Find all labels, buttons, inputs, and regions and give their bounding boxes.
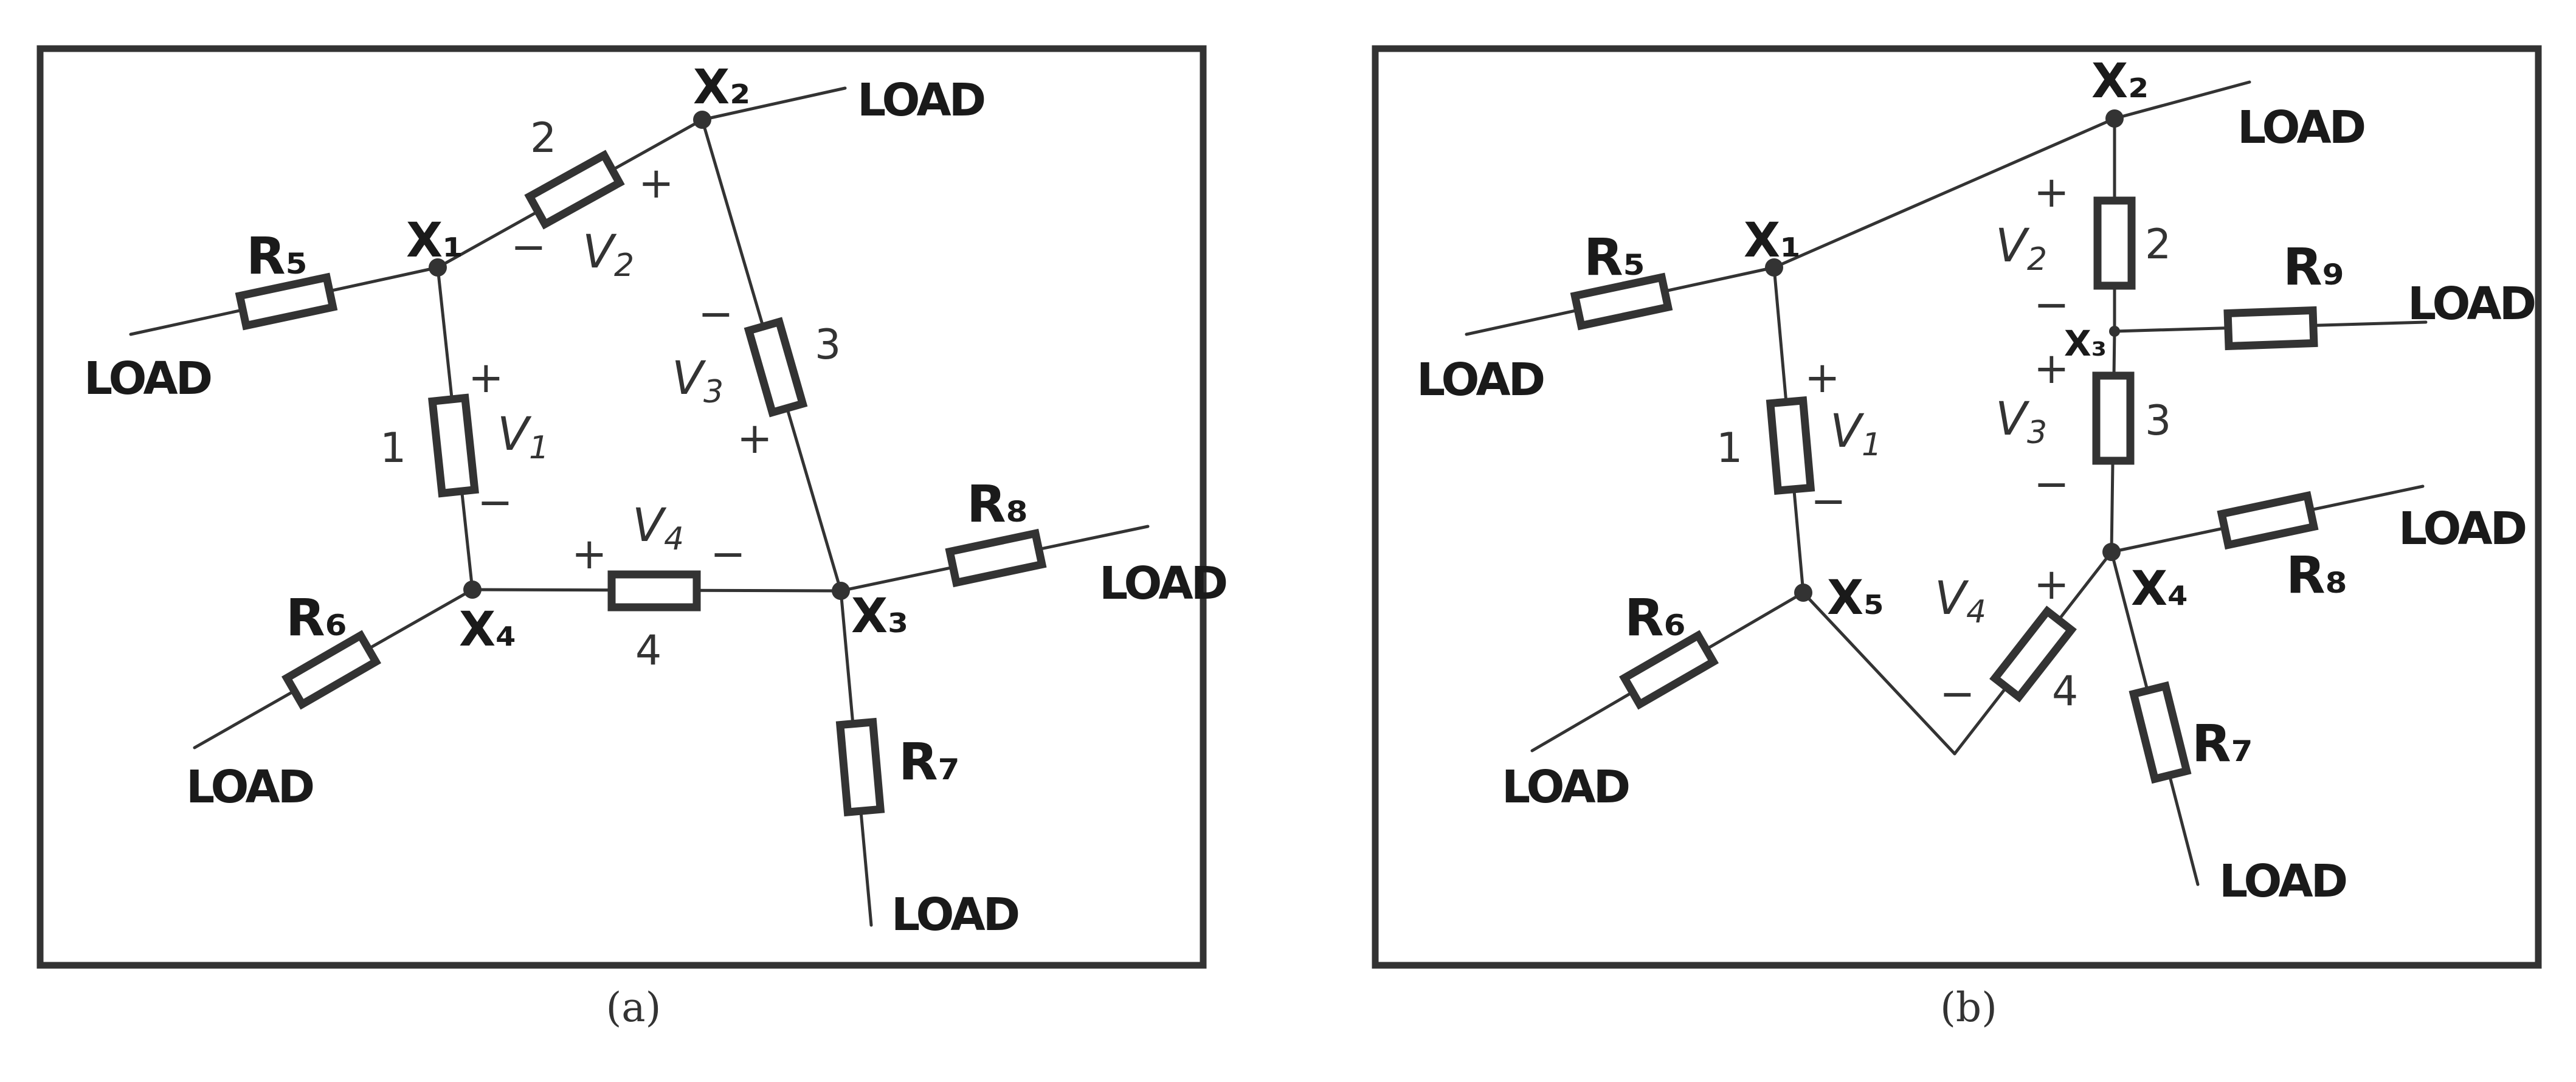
resistor-r9-label: R₉ bbox=[2283, 237, 2344, 297]
load-label-bottom-left: LOAD bbox=[186, 761, 313, 813]
resistor-r7 bbox=[2129, 681, 2192, 784]
v3-minus-sign: − bbox=[698, 289, 734, 339]
panel-a-caption: (a) bbox=[606, 984, 661, 1031]
v1-minus-sign: − bbox=[1811, 476, 1846, 526]
load-label-bottom-left: LOAD bbox=[1502, 761, 1629, 813]
resistor-r6 bbox=[281, 630, 382, 710]
wire-x5-bend bbox=[1801, 591, 1956, 756]
load-label-right: LOAD bbox=[1099, 557, 1226, 610]
voltage-v1-label: V1 bbox=[1830, 404, 1882, 463]
resistor-4 bbox=[607, 570, 701, 612]
wire-x2-load bbox=[2113, 80, 2251, 120]
load-label-bottom: LOAD bbox=[891, 889, 1018, 941]
resistor-r8-label: R₈ bbox=[967, 474, 1028, 534]
load-label-bottom: LOAD bbox=[2219, 855, 2346, 908]
panel-b-caption: (b) bbox=[1940, 984, 1997, 1031]
resistor-4 bbox=[1989, 605, 2077, 703]
v3-plus-sign: + bbox=[737, 413, 773, 463]
v3-plus-sign: + bbox=[2034, 343, 2070, 393]
element-4-number: 4 bbox=[635, 627, 661, 675]
voltage-v3-label: V3 bbox=[1995, 391, 2047, 451]
voltage-v1-label: V1 bbox=[497, 407, 549, 466]
node-x1-label: X₁ bbox=[406, 213, 463, 268]
v1-minus-sign: − bbox=[477, 477, 513, 527]
node-x3-label: X₃ bbox=[851, 589, 908, 644]
element-4-number: 4 bbox=[2052, 667, 2078, 715]
v2-minus-sign: − bbox=[2034, 280, 2070, 329]
resistor-r8-label: R₈ bbox=[2286, 545, 2347, 605]
node-x5-label: X₅ bbox=[1827, 571, 1884, 625]
resistor-1 bbox=[428, 393, 479, 498]
node-x4-label: X₄ bbox=[459, 602, 516, 657]
node-x5 bbox=[1794, 584, 1812, 602]
resistor-r5-label: R₅ bbox=[1584, 227, 1645, 287]
v2-plus-sign: + bbox=[638, 158, 674, 208]
panel-b-frame bbox=[1372, 45, 2542, 969]
element-2-number: 2 bbox=[530, 114, 556, 162]
resistor-3 bbox=[744, 317, 808, 418]
resistor-1 bbox=[1766, 396, 1815, 495]
resistor-r5 bbox=[1570, 272, 1673, 331]
node-x4 bbox=[463, 581, 482, 599]
v2-plus-sign: + bbox=[2034, 167, 2070, 217]
node-x3 bbox=[2109, 326, 2120, 337]
panel-b: LOAD LOAD LOAD LOAD LOAD LOAD X₁ X₂ X₃ X… bbox=[1372, 45, 2542, 1031]
element-3-number: 3 bbox=[815, 321, 841, 369]
load-label-right-upper: LOAD bbox=[2408, 278, 2535, 330]
v1-plus-sign: + bbox=[468, 353, 504, 402]
element-1-number: 1 bbox=[380, 424, 406, 472]
v3-minus-sign: − bbox=[2034, 459, 2070, 509]
node-x2 bbox=[2105, 109, 2124, 128]
node-x3-label: X₃ bbox=[2064, 323, 2107, 364]
node-x4 bbox=[2102, 543, 2121, 561]
v4-minus-sign: − bbox=[1939, 669, 1975, 718]
voltage-v4-label: V4 bbox=[632, 498, 684, 557]
node-x2 bbox=[693, 111, 711, 129]
voltage-v2-label: V2 bbox=[1995, 218, 2047, 278]
node-x1-label: X₁ bbox=[1744, 213, 1801, 268]
load-label-top: LOAD bbox=[857, 74, 984, 126]
node-x3 bbox=[832, 582, 850, 600]
resistor-r9 bbox=[2223, 306, 2318, 351]
node-x2-label: X₂ bbox=[693, 60, 750, 115]
load-label-left: LOAD bbox=[84, 353, 211, 405]
panel-a: LOAD LOAD LOAD LOAD LOAD X₁ X₂ X₃ X₄ R₅ … bbox=[36, 45, 1229, 1031]
node-x1 bbox=[1765, 258, 1783, 277]
resistor-r7 bbox=[835, 717, 885, 817]
resistor-r6-label: R₆ bbox=[1625, 588, 1686, 647]
v2-minus-sign: − bbox=[511, 222, 547, 272]
resistor-2 bbox=[524, 150, 625, 230]
resistor-r7-label: R₇ bbox=[2192, 714, 2253, 773]
resistor-r5 bbox=[235, 272, 338, 331]
resistor-r7-label: R₇ bbox=[899, 732, 960, 791]
voltage-v2-label: V2 bbox=[582, 224, 634, 284]
wire-x2-load bbox=[700, 86, 847, 122]
voltage-v4-label: V4 bbox=[1935, 571, 1986, 630]
load-label-right-lower: LOAD bbox=[2398, 503, 2526, 555]
resistor-3 bbox=[2092, 371, 2135, 465]
resistor-r6 bbox=[1618, 630, 1719, 710]
resistor-r5-label: R₅ bbox=[246, 226, 308, 286]
node-x4-label: X₄ bbox=[2131, 562, 2188, 616]
panel-a-frame bbox=[36, 45, 1207, 969]
resistor-r6-label: R₆ bbox=[286, 588, 347, 647]
wire-x1-x2 bbox=[1772, 117, 2116, 269]
resistor-2 bbox=[2093, 196, 2136, 290]
element-1-number: 1 bbox=[1716, 424, 1742, 472]
v4-plus-sign: + bbox=[2034, 559, 2070, 609]
resistor-r8 bbox=[2217, 491, 2319, 550]
v4-minus-sign: − bbox=[710, 529, 746, 579]
element-2-number: 2 bbox=[2145, 221, 2171, 269]
node-x2-label: X₂ bbox=[2091, 54, 2149, 109]
element-3-number: 3 bbox=[2145, 397, 2171, 445]
v4-plus-sign: + bbox=[571, 529, 607, 579]
load-label-top: LOAD bbox=[2237, 102, 2364, 154]
v1-plus-sign: + bbox=[1804, 353, 1840, 402]
node-x1 bbox=[429, 258, 447, 277]
resistor-r8 bbox=[945, 528, 1047, 588]
voltage-v3-label: V3 bbox=[672, 351, 723, 410]
load-label-left: LOAD bbox=[1417, 354, 1544, 406]
